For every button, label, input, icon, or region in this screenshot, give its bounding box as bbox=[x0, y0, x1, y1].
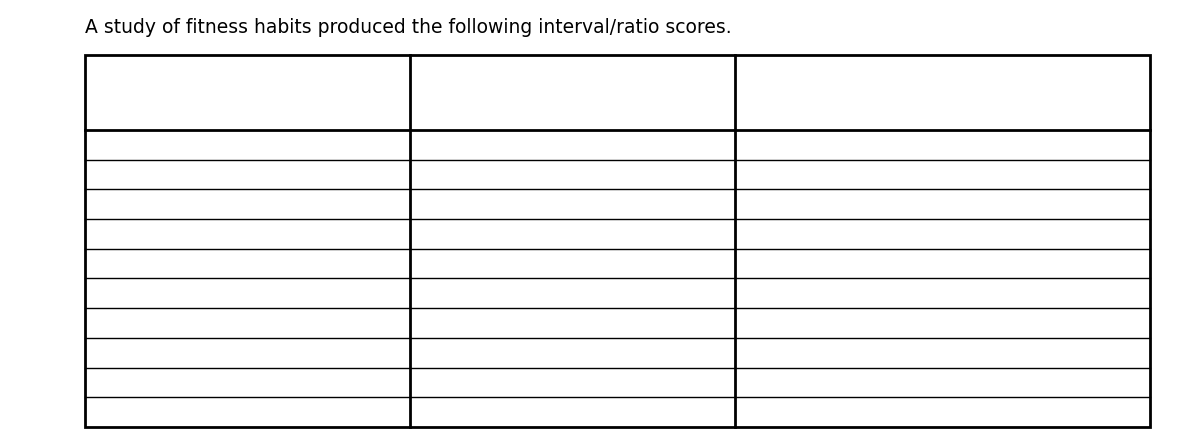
Text: 7: 7 bbox=[100, 314, 112, 332]
Text: 3: 3 bbox=[749, 255, 761, 273]
Text: Reported Life Satisfaction: Reported Life Satisfaction bbox=[805, 76, 1080, 94]
Text: 3: 3 bbox=[100, 195, 112, 213]
Text: 2: 2 bbox=[425, 136, 437, 154]
Text: (Y): (Y) bbox=[926, 91, 958, 109]
Text: Hours Exercise: Hours Exercise bbox=[493, 76, 652, 94]
Text: (X): (X) bbox=[556, 91, 588, 109]
Text: 4: 4 bbox=[425, 403, 437, 421]
Text: 4: 4 bbox=[425, 344, 437, 362]
Text: 2: 2 bbox=[100, 166, 112, 184]
Text: 8: 8 bbox=[100, 344, 112, 362]
Text: 4: 4 bbox=[100, 225, 112, 243]
Text: 2: 2 bbox=[425, 284, 437, 302]
Text: 6: 6 bbox=[100, 284, 112, 302]
Text: A study of fitness habits produced the following interval/ratio scores.: A study of fitness habits produced the f… bbox=[85, 18, 732, 37]
Text: 9: 9 bbox=[100, 374, 112, 392]
Text: 5: 5 bbox=[425, 195, 437, 213]
Text: Participants: Participants bbox=[184, 83, 311, 101]
Text: 3: 3 bbox=[425, 374, 436, 392]
Text: 6: 6 bbox=[425, 225, 436, 243]
Text: 10: 10 bbox=[749, 314, 773, 332]
Text: 6: 6 bbox=[749, 136, 761, 154]
Text: 10: 10 bbox=[100, 403, 124, 421]
Text: 10: 10 bbox=[749, 403, 773, 421]
Text: 12: 12 bbox=[749, 344, 773, 362]
Text: 4: 4 bbox=[425, 314, 437, 332]
Text: 1: 1 bbox=[100, 136, 112, 154]
Text: 8: 8 bbox=[749, 374, 761, 392]
Text: 0: 0 bbox=[425, 166, 437, 184]
Text: 15: 15 bbox=[749, 225, 773, 243]
Text: 5: 5 bbox=[100, 255, 112, 273]
Text: 13: 13 bbox=[749, 195, 773, 213]
Text: 2: 2 bbox=[749, 166, 761, 184]
Text: 6: 6 bbox=[749, 284, 761, 302]
Text: 1: 1 bbox=[425, 255, 436, 273]
